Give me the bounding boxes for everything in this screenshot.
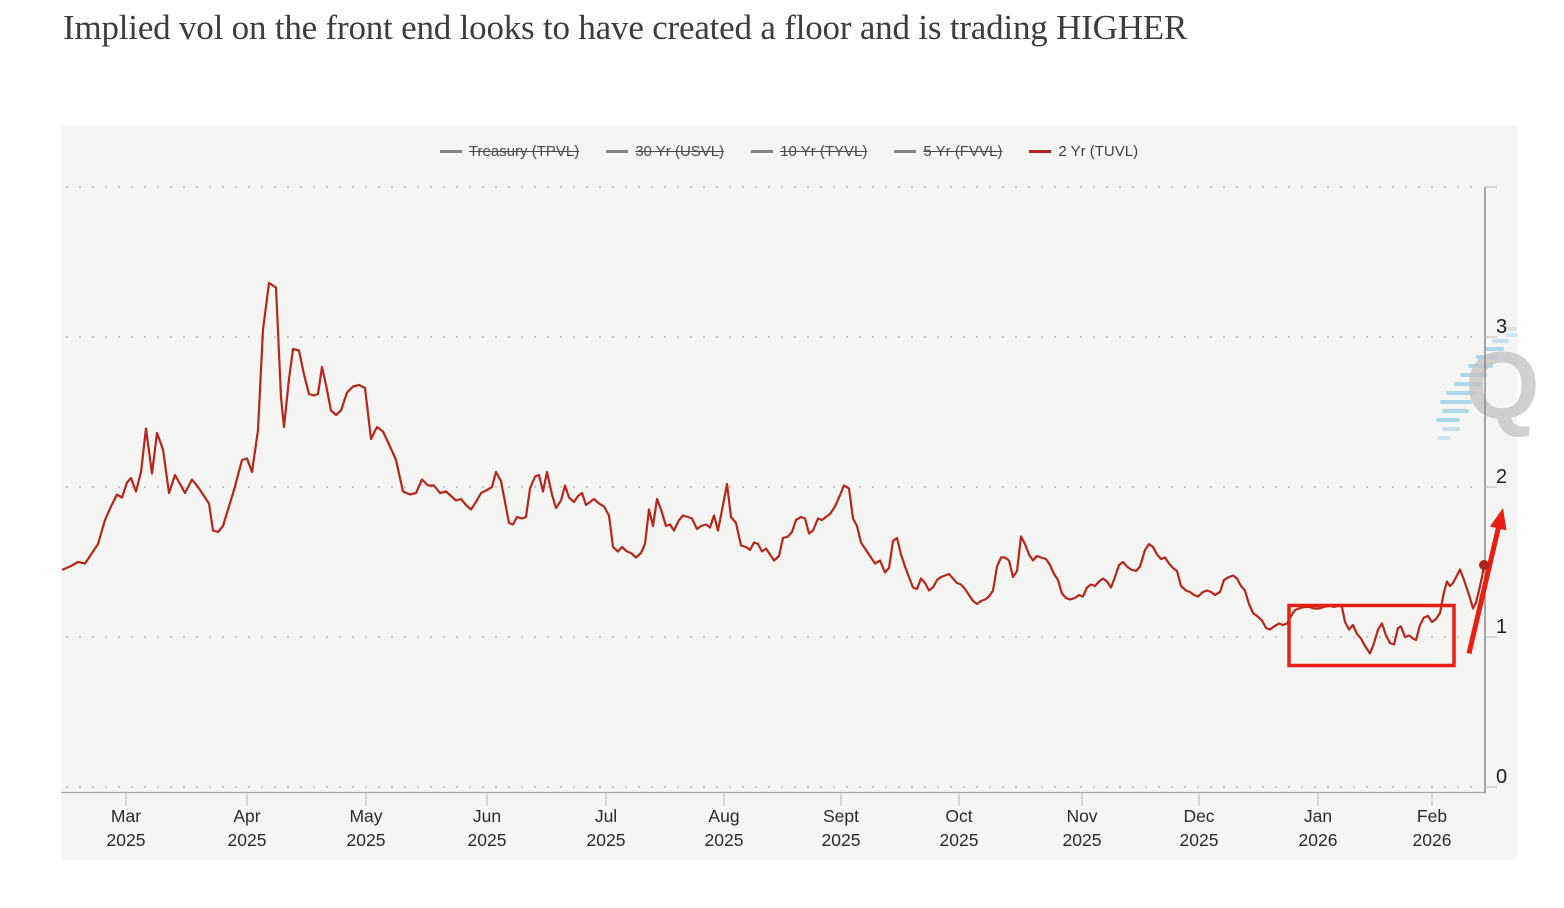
watermark-dash — [1440, 400, 1472, 404]
watermark-dash — [1503, 327, 1517, 331]
x-axis-label-month: Dec — [1183, 806, 1214, 826]
x-axis-label-year: 2025 — [705, 830, 744, 850]
x-axis-label-month: Jul — [595, 806, 617, 826]
legend-swatch — [606, 150, 629, 153]
legend-item-5-yr-fvvl[interactable]: 5 Yr (FVVL) — [894, 143, 1002, 160]
floor-box-annotation — [1287, 603, 1456, 668]
series-line-2-yr-tuvl — [61, 281, 1486, 655]
watermark-dash — [1468, 364, 1493, 368]
legend-swatch — [894, 150, 917, 153]
chart-legend: Treasury (TPVL) 30 Yr (USVL) 10 Yr (TYVL) 5… — [61, 143, 1517, 160]
y-axis-label-3: 3 — [1496, 316, 1507, 338]
watermark-dash — [1442, 409, 1469, 413]
x-axis-label-year: 2025 — [228, 830, 267, 850]
x-axis-label-month: Sept — [823, 806, 859, 826]
x-axis-label-year: 2025 — [1180, 830, 1219, 850]
x-axis-label-year: 2025 — [347, 830, 386, 850]
x-axis-label-year: 2026 — [1413, 830, 1452, 850]
legend-swatch — [751, 150, 774, 153]
x-axis-label-month: Aug — [708, 806, 739, 826]
watermark-dash — [1436, 418, 1460, 422]
legend-item-2-yr-tuvl[interactable]: 2 Yr (TUVL) — [1029, 143, 1138, 160]
watermark-dash — [1460, 373, 1487, 377]
legend-item-30-yr-usvl[interactable]: 30 Yr (USVL) — [606, 143, 724, 160]
watermark-dash — [1442, 427, 1460, 431]
legend-label: Treasury (TPVL) — [468, 143, 580, 160]
last-point-dot — [1479, 560, 1489, 570]
x-axis-label-month: Jun — [473, 806, 501, 826]
legend-label: 2 Yr (TUVL) — [1058, 143, 1139, 160]
x-axis-label-month: May — [349, 806, 382, 826]
x-axis-label-month: Mar — [111, 806, 141, 826]
y-axis-label-2: 2 — [1496, 466, 1507, 488]
watermark-q-letter: Q — [1465, 332, 1540, 439]
x-axis-label-year: 2026 — [1299, 830, 1338, 850]
legend-label: 10 Yr (TYVL) — [780, 143, 868, 160]
x-axis-label-year: 2025 — [1063, 830, 1102, 850]
y-axis-label-0: 0 — [1496, 766, 1507, 788]
x-axis-label-month: Oct — [945, 806, 972, 826]
watermark-dash — [1438, 436, 1450, 440]
legend-label: 30 Yr (USVL) — [635, 143, 725, 160]
x-axis-label-year: 2025 — [940, 830, 979, 850]
watermark-dash — [1446, 391, 1476, 395]
legend-item-10-yr-tyvl[interactable]: 10 Yr (TYVL) — [751, 143, 867, 160]
y-axis-label-1: 1 — [1496, 616, 1507, 638]
x-axis-label-year: 2025 — [822, 830, 861, 850]
x-axis-label-year: 2025 — [587, 830, 626, 850]
x-axis-label-month: Jan — [1304, 806, 1332, 826]
x-axis-label-month: Feb — [1417, 806, 1447, 826]
chart-panel: Q — [61, 126, 1540, 860]
watermark-dash — [1484, 347, 1504, 351]
watermark-dash — [1454, 382, 1482, 386]
legend-label: 5 Yr (FVVL) — [923, 143, 1003, 160]
watermark: Q — [1429, 322, 1559, 467]
trend-arrow-shaft — [1466, 523, 1502, 655]
legend-swatch — [1029, 150, 1052, 153]
x-axis-label-year: 2025 — [107, 830, 146, 850]
legend-item-treasury-tpvl[interactable]: Treasury (TPVL) — [439, 143, 580, 160]
x-axis-label-month: Nov — [1066, 806, 1097, 826]
watermark-dash — [1476, 355, 1499, 359]
chart-title: Implied vol on the front end looks to ha… — [63, 8, 1188, 47]
watermark-dash — [1492, 339, 1509, 343]
x-axis-label-year: 2025 — [468, 830, 507, 850]
watermark-dash — [1506, 333, 1518, 337]
trend-arrow-head — [1489, 508, 1507, 531]
legend-swatch — [439, 150, 462, 153]
x-axis-label-month: Apr — [233, 806, 260, 826]
